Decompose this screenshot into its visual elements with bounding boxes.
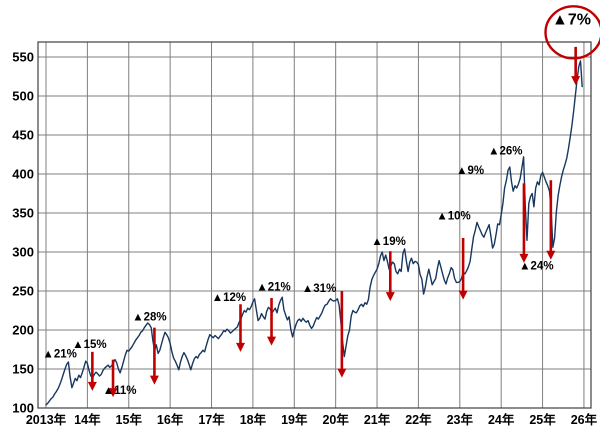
- y-axis-label: 250: [12, 284, 34, 299]
- drop-arrow-head: [546, 250, 556, 260]
- drop-arrow-head: [267, 336, 277, 346]
- y-axis-label: 150: [12, 362, 34, 377]
- y-axis-label: 550: [12, 50, 34, 65]
- drop-arrow-head: [337, 368, 347, 378]
- drop-arrow-head: [519, 253, 529, 263]
- plot-border: [37, 41, 592, 409]
- x-axis-label: 24年: [488, 412, 515, 427]
- x-axis-label: 2013年: [26, 412, 67, 427]
- x-axis-label: 17年: [198, 412, 225, 427]
- drop-arrow-head: [458, 290, 468, 300]
- y-axis-label: 350: [12, 206, 34, 221]
- x-axis-label: 16年: [157, 412, 184, 427]
- drawdown-label: ▲15%: [72, 339, 106, 351]
- price-line: [45, 60, 583, 406]
- y-axis-label: 400: [12, 167, 34, 182]
- x-axis-label: 14年: [74, 412, 101, 427]
- y-axis-label: 500: [12, 89, 34, 104]
- x-axis-label: 23年: [447, 412, 474, 427]
- drawdown-label: ▲26%: [488, 146, 522, 158]
- drop-arrow-head: [149, 375, 159, 385]
- y-axis-label: 200: [12, 323, 34, 338]
- x-axis-label: 26年: [571, 412, 598, 427]
- x-axis-label: 18年: [240, 412, 267, 427]
- drawdown-label: ▲19%: [371, 236, 405, 248]
- drawdown-label: ▲21%: [42, 348, 76, 360]
- x-axis-label: 22年: [405, 412, 432, 427]
- drawdown-label: ▲24%: [519, 260, 553, 272]
- x-axis-label: 15年: [116, 412, 143, 427]
- x-axis-label: 19年: [281, 412, 308, 427]
- drawdown-label: ▲12%: [212, 292, 246, 304]
- drawdown-label: ▲7%: [552, 11, 591, 28]
- drawdown-label: ▲31%: [302, 283, 336, 295]
- drawdown-label: ▲21%: [256, 281, 290, 293]
- drop-arrow-head: [235, 342, 245, 352]
- x-axis-label: 25年: [529, 412, 556, 427]
- y-axis-label: 450: [12, 128, 34, 143]
- drawdown-label: ▲28%: [132, 312, 166, 324]
- y-axis-label: 100: [12, 401, 34, 416]
- drawdown-label: ▲9%: [456, 165, 484, 177]
- drawdown-label: ▲11%: [103, 385, 137, 397]
- y-axis-label: 300: [12, 245, 34, 260]
- drop-arrow-head: [87, 381, 97, 391]
- drawdown-label: ▲10%: [436, 210, 470, 222]
- drop-arrow-head: [108, 388, 118, 398]
- drop-arrow-head: [571, 76, 581, 86]
- x-axis-label: 21年: [364, 412, 391, 427]
- x-axis-label: 20年: [322, 412, 349, 427]
- drop-arrow-head: [385, 292, 395, 302]
- highlight-ellipse: [544, 5, 600, 60]
